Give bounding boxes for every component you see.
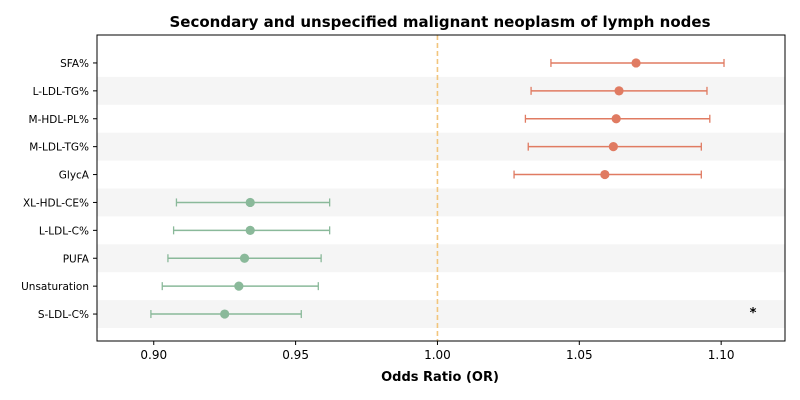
estimate-row [524,114,711,124]
estimate-row [530,86,708,96]
point-estimate [245,225,255,235]
point-estimate [234,281,244,291]
x-tick-label: 0.90 [140,348,167,362]
y-category-label: L-LDL-TG% [33,86,89,98]
plot-frame [96,34,786,342]
estimate-row [513,169,702,180]
estimate-row [167,253,322,263]
y-category-label: GlycA [59,170,90,182]
point-estimate [600,169,610,180]
point-estimate [239,253,250,263]
y-category-label: Unsaturation [21,281,89,293]
y-category-label: S-LDL-C% [38,309,89,321]
y-category-label: L-LDL-C% [39,225,89,237]
point-estimate [220,309,230,319]
y-category-label: M-HDL-PL% [29,114,89,126]
point-estimate [245,197,255,208]
significance-marker: * [750,306,757,321]
point-estimate [614,86,624,96]
estimate-row [161,281,319,291]
chart-title: Secondary and unspecified malignant neop… [170,13,711,31]
estimate-row [172,225,331,235]
estimate-row [527,142,702,152]
x-tick-label: 1.00 [424,348,451,362]
y-axis-labels: SFA% L-LDL-TG% M-HDL-PL% M-LDL-TG% GlycA XL-H… [21,58,97,321]
x-tick-label: 1.05 [566,348,593,362]
estimate-row [550,58,725,68]
y-category-label: PUFA [63,253,90,265]
y-category-label: M-LDL-TG% [29,142,89,154]
plot-border [96,34,786,342]
data-rows: * [150,58,757,321]
y-category-label: SFA% [60,58,89,70]
point-estimate [608,142,618,152]
y-category-label: XL-HDL-CE% [23,197,89,209]
x-axis: 0.90 0.95 1.00 1.05 1.10 [140,341,735,362]
x-tick-label: 0.95 [282,348,309,362]
x-tick-label: 1.10 [708,348,735,362]
estimate-row: * [150,306,757,321]
point-estimate [631,58,641,68]
estimate-row [175,197,331,208]
x-axis-label: Odds Ratio (OR) [381,370,499,385]
point-estimate [611,114,621,124]
